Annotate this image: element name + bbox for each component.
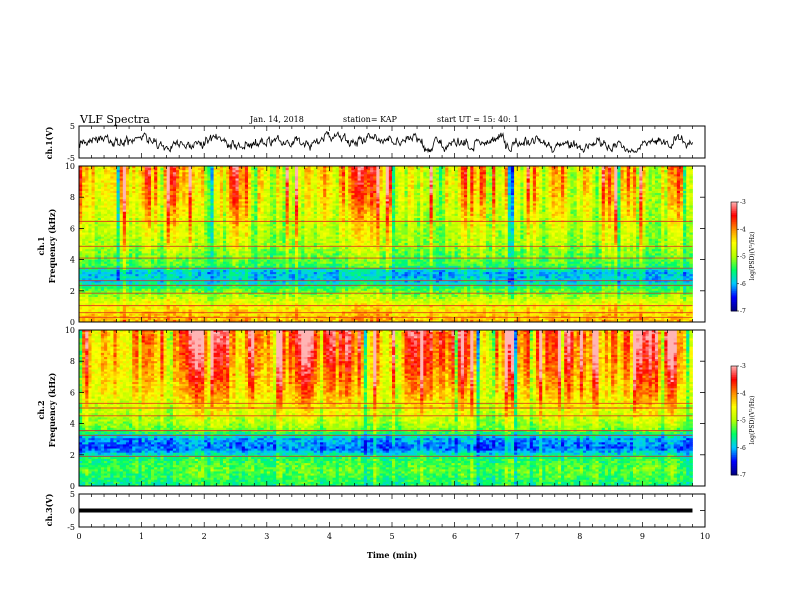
ch1-spectrogram-cells xyxy=(79,166,693,322)
start-time-label: start UT = 15: 40: 1 xyxy=(437,115,518,124)
figure-canvas: VLF Spectra Jan. 14, 2018 station= KAP s… xyxy=(0,0,792,612)
ch1-waveform-trace xyxy=(79,132,693,152)
vlf-spectra-figure: VLF Spectra Jan. 14, 2018 station= KAP s… xyxy=(0,0,792,612)
ch1-waveform-panel: 5-5 xyxy=(67,122,705,163)
figure-title: VLF Spectra xyxy=(79,113,150,126)
y-tick-label: 5 xyxy=(70,122,75,131)
station-label: station= KAP xyxy=(343,115,398,124)
date-label: Jan. 14, 2018 xyxy=(249,115,304,124)
